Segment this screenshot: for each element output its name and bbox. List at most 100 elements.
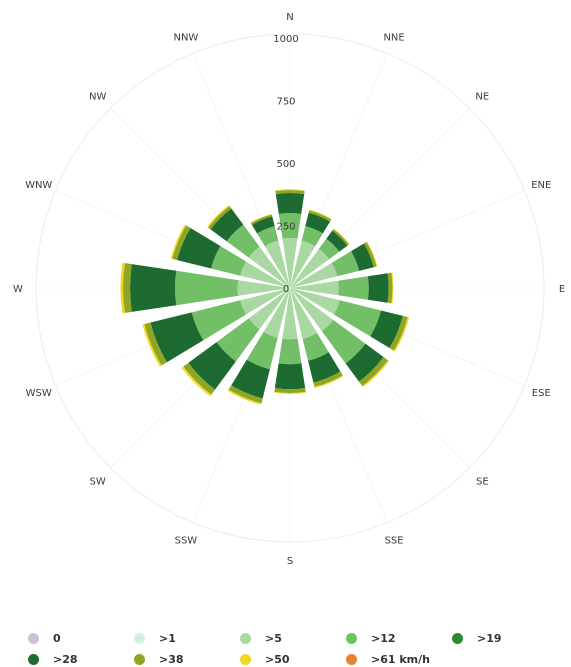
wind-sector-ene-band — [290, 287, 292, 288]
legend-swatch-icon — [134, 632, 145, 644]
wind-sector-wnw-band — [288, 287, 290, 288]
direction-label: NE — [475, 92, 489, 103]
legend-item[interactable]: >1 — [134, 630, 240, 646]
wind-sector-sse-band — [314, 375, 344, 388]
direction-label: NW — [89, 92, 106, 103]
wind-sector-nne-band — [305, 212, 331, 234]
wind-sector-ese-band — [290, 288, 292, 289]
legend-label: >50 — [265, 652, 290, 666]
direction-label: N — [286, 12, 293, 23]
wind-sector-sse-band — [302, 332, 329, 361]
legend-label: >38 — [159, 652, 184, 666]
legend-label: 0 — [53, 631, 61, 645]
wind-sector-e-band — [338, 276, 369, 300]
wind-sector-e-band — [367, 273, 389, 303]
wind-sector-s-band — [274, 388, 306, 393]
direction-label: ENE — [531, 180, 551, 191]
legend-item[interactable]: >19 — [452, 630, 558, 646]
wind-sector-sse-band — [290, 289, 318, 339]
legend-swatch-icon — [452, 632, 463, 644]
wind-sector-wnw-band — [211, 246, 247, 276]
legend-swatch-icon — [346, 632, 357, 644]
direction-label: ESE — [532, 388, 551, 399]
wind-sector-sw-band — [288, 288, 290, 290]
legend-item[interactable]: >61 km/h — [346, 651, 452, 667]
legend-item[interactable]: >38 — [134, 651, 240, 667]
wind-sector-ssw-band — [231, 359, 270, 399]
legend-swatch-icon — [28, 632, 39, 644]
wind-sector-nw-band — [226, 224, 260, 258]
legend-item[interactable]: 0 — [28, 630, 134, 646]
legend-item[interactable]: >28 — [28, 651, 134, 667]
radial-tick-label: 500 — [276, 159, 295, 170]
wind-sector-w-band — [237, 280, 289, 296]
wind-sector-sse-band — [308, 352, 341, 383]
wind-sector-s-band — [274, 391, 306, 395]
wind-sector-wnw-band — [240, 261, 289, 288]
wind-sector-ssw-band — [227, 389, 262, 405]
wind-sector-w-band — [122, 263, 132, 313]
wind-sector-ne-band — [332, 229, 349, 246]
wind-sector-ese-band — [370, 310, 403, 349]
wind-sector-se-band — [362, 360, 390, 388]
wind-rose-chart: 0 250 500 750 1000 N NNE NE ENE E ESE SE SSE S SSW SW W… — [13, 12, 565, 567]
wind-sector-se-band — [358, 356, 388, 386]
wind-sector-e-band — [387, 272, 393, 304]
legend-item[interactable]: >50 — [240, 651, 346, 667]
wind-sector-ene-band — [331, 251, 360, 277]
radial-tick-label: 1000 — [273, 34, 298, 45]
wind-sector-n-band — [275, 190, 305, 195]
wind-sector-se-band — [290, 288, 334, 332]
wind-sector-wsw-band — [288, 288, 290, 289]
legend-swatch-icon — [240, 632, 251, 644]
wind-sector-nnw-band — [251, 216, 275, 234]
wind-sector-wsw-band — [150, 312, 204, 363]
wind-sector-sw-band — [183, 362, 216, 395]
direction-label: NNE — [383, 33, 404, 44]
wind-sector-ene-band — [363, 241, 377, 268]
wind-sector-wnw-band — [177, 227, 221, 269]
legend: 0 >1 >5 >12 >19 >28 >38 >50 >61 km/h — [28, 630, 558, 667]
wind-sector-nnw-band — [289, 286, 290, 288]
wind-sector-ese-band — [333, 300, 382, 337]
wind-sector-nne-band — [301, 226, 323, 247]
wind-sector-w-band — [174, 270, 239, 306]
wind-sector-s-band — [282, 289, 298, 340]
legend-label: >12 — [371, 631, 396, 645]
wind-sector-sse-band — [290, 288, 291, 290]
wind-sector-se-band — [321, 319, 366, 364]
wind-sector-ene-band — [291, 262, 338, 288]
legend-label: >61 km/h — [371, 652, 430, 666]
legend-item[interactable]: >12 — [346, 630, 452, 646]
wind-sector-ne-band — [290, 248, 330, 288]
wind-sector-se-band — [345, 343, 384, 382]
wind-sector-n-band — [282, 238, 298, 287]
legend-item[interactable]: >5 — [240, 630, 346, 646]
radial-tick-labels: 0 250 500 750 1000 — [273, 34, 298, 295]
wind-sector-ene-band — [351, 243, 374, 271]
legend-swatch-icon — [240, 653, 251, 665]
direction-label: E — [559, 284, 565, 295]
wind-sector-nnw-band — [250, 213, 272, 224]
wind-sector-sw-band — [216, 318, 260, 362]
wind-sector-nw-band — [288, 286, 290, 288]
direction-label: SSE — [385, 535, 404, 546]
wind-sector-nne-band — [290, 286, 291, 288]
wind-sector-nne-band — [309, 209, 332, 220]
wind-sector-nnw-band — [250, 214, 273, 225]
wind-sector-wsw-band — [142, 324, 162, 367]
direction-label: WSW — [26, 388, 52, 399]
legend-label: >28 — [53, 652, 78, 666]
wind-sector-n-band — [275, 192, 305, 214]
wind-sector-ne-band — [318, 238, 340, 260]
wind-sector-sw-band — [188, 342, 236, 390]
legend-swatch-icon — [28, 653, 39, 665]
wind-sector-sw-band — [181, 366, 212, 397]
wind-sector-sse-band — [313, 371, 343, 388]
wind-sector-ese-band — [389, 315, 408, 351]
legend-label: >1 — [159, 631, 176, 645]
legend-label: >19 — [477, 631, 502, 645]
direction-label: SE — [476, 476, 489, 487]
wind-sector-wsw-band — [191, 300, 247, 341]
wind-sector-nw-band — [208, 206, 232, 230]
